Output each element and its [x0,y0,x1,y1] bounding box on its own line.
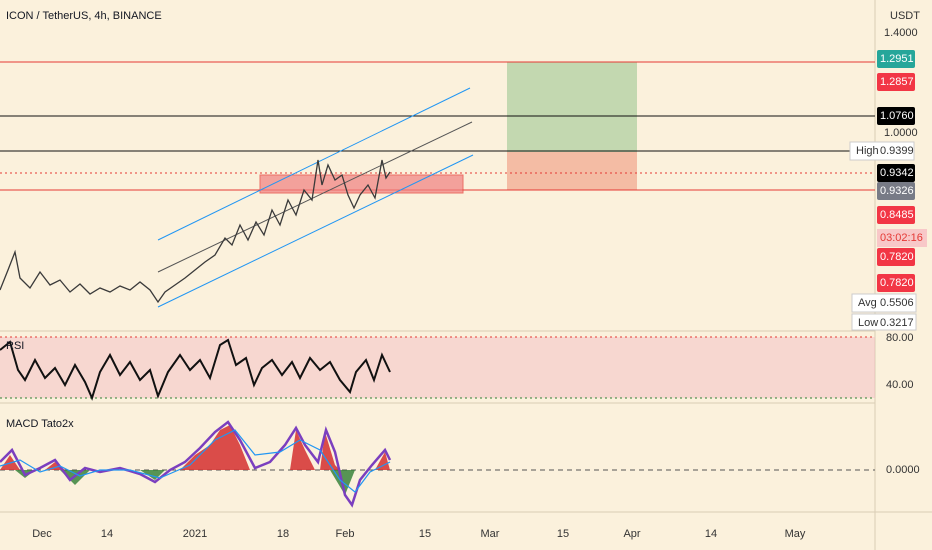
price-label: 1.2951 [880,53,914,65]
low-label: Low [858,317,878,329]
price-tag [877,50,915,68]
macd-level: 0.0000 [886,464,920,476]
price-tag [877,73,915,91]
countdown: 03:02:16 [880,232,923,244]
profit-zone [507,62,637,152]
price-label: 0.3217 [880,317,914,329]
time-label: Mar [481,528,500,540]
price-label: 0.9399 [880,145,914,157]
price-tag [877,182,915,200]
time-label: May [785,528,806,540]
price-label: 1.4000 [884,27,918,39]
price-tag [877,274,915,292]
loss-zone [507,152,637,190]
price-label: 0.5506 [880,297,914,309]
rsi-band [0,337,875,398]
currency-label: USDT [890,10,920,22]
price-series [0,159,391,304]
channel-lower [157,154,474,308]
macd-label: MACD Tato2x [6,418,74,430]
channel-mid [157,121,473,273]
macd-histogram-neg [0,470,390,495]
time-label: Feb [336,528,355,540]
rsi-level: 40.00 [886,379,914,391]
time-axis: Dec 14 2021 18 Feb 15 Mar 15 Apr 14 May [32,528,806,540]
rsi-level: 80.00 [886,332,914,344]
time-label: Dec [32,528,52,540]
price-tag [877,206,915,224]
price-label: 0.9342 [880,167,914,179]
support-zone [259,174,464,194]
time-label: 14 [705,528,717,540]
price-label: 0.7820 [880,251,914,263]
time-label: 15 [557,528,569,540]
time-label: 15 [419,528,431,540]
macd-histogram-pos [0,425,390,470]
channel-upper [157,87,471,241]
price-label: 1.0760 [880,110,914,122]
chart-title: ICON / TetherUS, 4h, BINANCE [6,10,162,22]
time-label: Apr [623,528,640,540]
avg-label: Avg [858,297,877,309]
price-tag [877,107,915,125]
price-tag [877,164,915,182]
price-label: 1.0000 [884,127,918,139]
price-tag [851,293,917,313]
price-tag [851,313,917,331]
price-label: 0.7820 [880,277,914,289]
rsi-label: RSI [6,340,24,352]
price-label: 0.9326 [880,185,914,197]
high-label: High [856,145,879,157]
time-label: 2021 [183,528,207,540]
time-label: 18 [277,528,289,540]
macd-signal [0,429,391,493]
time-label: 14 [101,528,113,540]
rsi-series [0,338,391,401]
countdown-tag [877,229,927,247]
macd-series [0,420,392,508]
price-label: 0.8485 [880,209,914,221]
price-label: 1.2857 [880,76,914,88]
price-tag [849,141,915,161]
price-tag [877,248,915,266]
